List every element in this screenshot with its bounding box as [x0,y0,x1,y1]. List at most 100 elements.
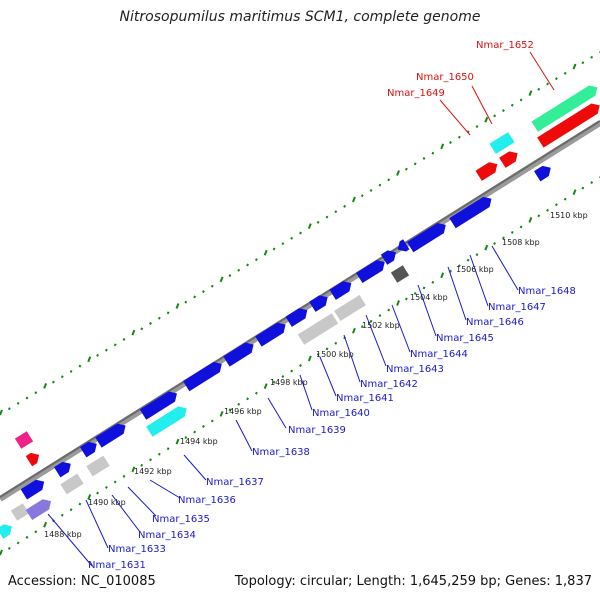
gene-arrow-lower-shape [223,342,254,367]
gene-label: Nmar_1646 [466,317,524,328]
ruler-tick-lower [272,380,276,384]
ruler-tick-lower [210,419,214,423]
gene-arrow-upper [25,452,40,467]
callout-line [267,397,287,429]
ruler-tick-upper [484,116,489,123]
callout-line [471,85,493,125]
ruler-tick-lower [457,264,461,268]
ruler-tick-lower [263,383,268,390]
ruler-tick-upper [69,369,73,373]
kbp-scale-label: 1490 kbp [88,498,126,507]
gene-arrow-upper-shape [25,452,40,467]
ruler-tick-upper [325,215,329,219]
gene-arrow-lower-shape [309,295,328,312]
ruler-tick-lower [554,203,558,207]
gene-arrow-lower-shape [54,461,71,478]
ruler-tick-upper [299,231,302,235]
ruler-tick-upper [387,178,391,182]
gene-label: Nmar_1641 [336,393,394,404]
ruler-tick-upper [60,375,64,379]
ruler-tick-upper [352,196,356,203]
ruler-tick-lower [43,521,48,528]
gene-arrow-lower [397,239,410,252]
ruler-tick-upper [537,87,541,91]
ruler-tick-lower [519,225,523,229]
ruler-tick-lower [96,491,99,495]
gene-arrow-lower-shape [86,455,110,477]
ruler-tick-lower [475,253,479,257]
ruler-tick-upper [528,90,533,96]
ruler-tick-upper [519,98,523,102]
ruler-tick-lower [7,547,11,550]
ruler-tick-upper [422,157,426,160]
kbp-scale-label: 1494 kbp [180,437,218,446]
gene-arrow-lower [255,322,286,347]
ruler-tick-upper [87,356,92,363]
ruler-tick-upper [413,162,417,166]
ruler-tick-lower [175,438,180,445]
ruler-tick-lower [246,397,249,401]
gene-arrow-lower [10,503,30,521]
ruler-tick-upper [290,236,294,240]
ruler-tick-lower [440,272,445,279]
gene-arrow-upper [537,103,600,148]
ruler-tick-lower [484,244,489,251]
ruler-tick-upper [510,103,514,107]
gene-arrow-lower [407,222,446,253]
ruler-tick-upper [554,77,558,81]
gene-arrow-lower-shape [0,524,12,539]
gene-arrow-lower-shape [297,313,339,345]
ruler-tick-lower [378,314,382,318]
ruler-tick-upper [404,167,408,171]
gene-arrow-lower [297,313,339,345]
ruler-tick-upper [369,188,373,192]
gene-arrow-lower-shape [60,473,84,495]
gene-arrow-lower-shape [329,281,352,300]
ruler-tick-lower [78,502,82,506]
gene-label: Nmar_1647 [488,302,546,313]
ruler-tick-lower [60,513,64,517]
gene-arrow-lower-shape [397,239,410,252]
ruler-tick-lower [184,436,188,440]
ruler-tick-upper [43,383,48,389]
gene-arrow-lower [285,308,308,327]
gene-arrow-lower-shape [380,250,396,265]
gene-label: Nmar_1639 [288,425,346,436]
kbp-scale-label: 1504 kbp [410,293,448,302]
ruler-tick-lower [563,197,567,201]
ruler-tick-upper [96,353,99,357]
ruler-tick-upper [502,109,505,113]
gene-arrow-lower [86,455,110,477]
callout-line [183,454,207,481]
callout-line [299,374,313,411]
ruler-tick-lower [202,425,205,428]
gene-arrow-lower [329,281,352,300]
ruler-tick-upper [166,311,170,315]
ruler-tick-lower [281,375,285,379]
ruler-tick-upper [193,295,197,299]
ruler-tick-upper [396,170,400,176]
ruler-tick-lower [193,430,197,434]
callout-line [439,99,471,136]
ruler-tick-upper [254,258,258,262]
gene-arrow-lower [309,295,328,312]
ruler-tick-upper [25,396,29,400]
gene-arrow-lower-shape [80,441,97,458]
ruler-tick-upper [122,338,126,341]
ruler-tick-upper [52,380,55,384]
gene-arrow-upper-shape [531,85,598,132]
gene-label: Nmar_1637 [206,477,264,488]
callout-line [469,254,489,307]
ruler-tick-lower [122,474,126,478]
ruler-tick-lower [34,530,38,534]
gene-label: Nmar_1644 [410,349,468,360]
ruler-tick-lower [431,280,435,284]
callout-line [447,266,467,321]
callout-line [529,51,555,91]
gene-arrow-lower [25,499,52,520]
ruler-tick-upper [0,409,3,416]
kbp-scale-label: 1502 kbp [362,321,400,330]
gene-arrow-lower-shape [146,406,187,437]
callout-line [85,499,109,549]
gene-arrow-lower-shape [334,294,366,322]
